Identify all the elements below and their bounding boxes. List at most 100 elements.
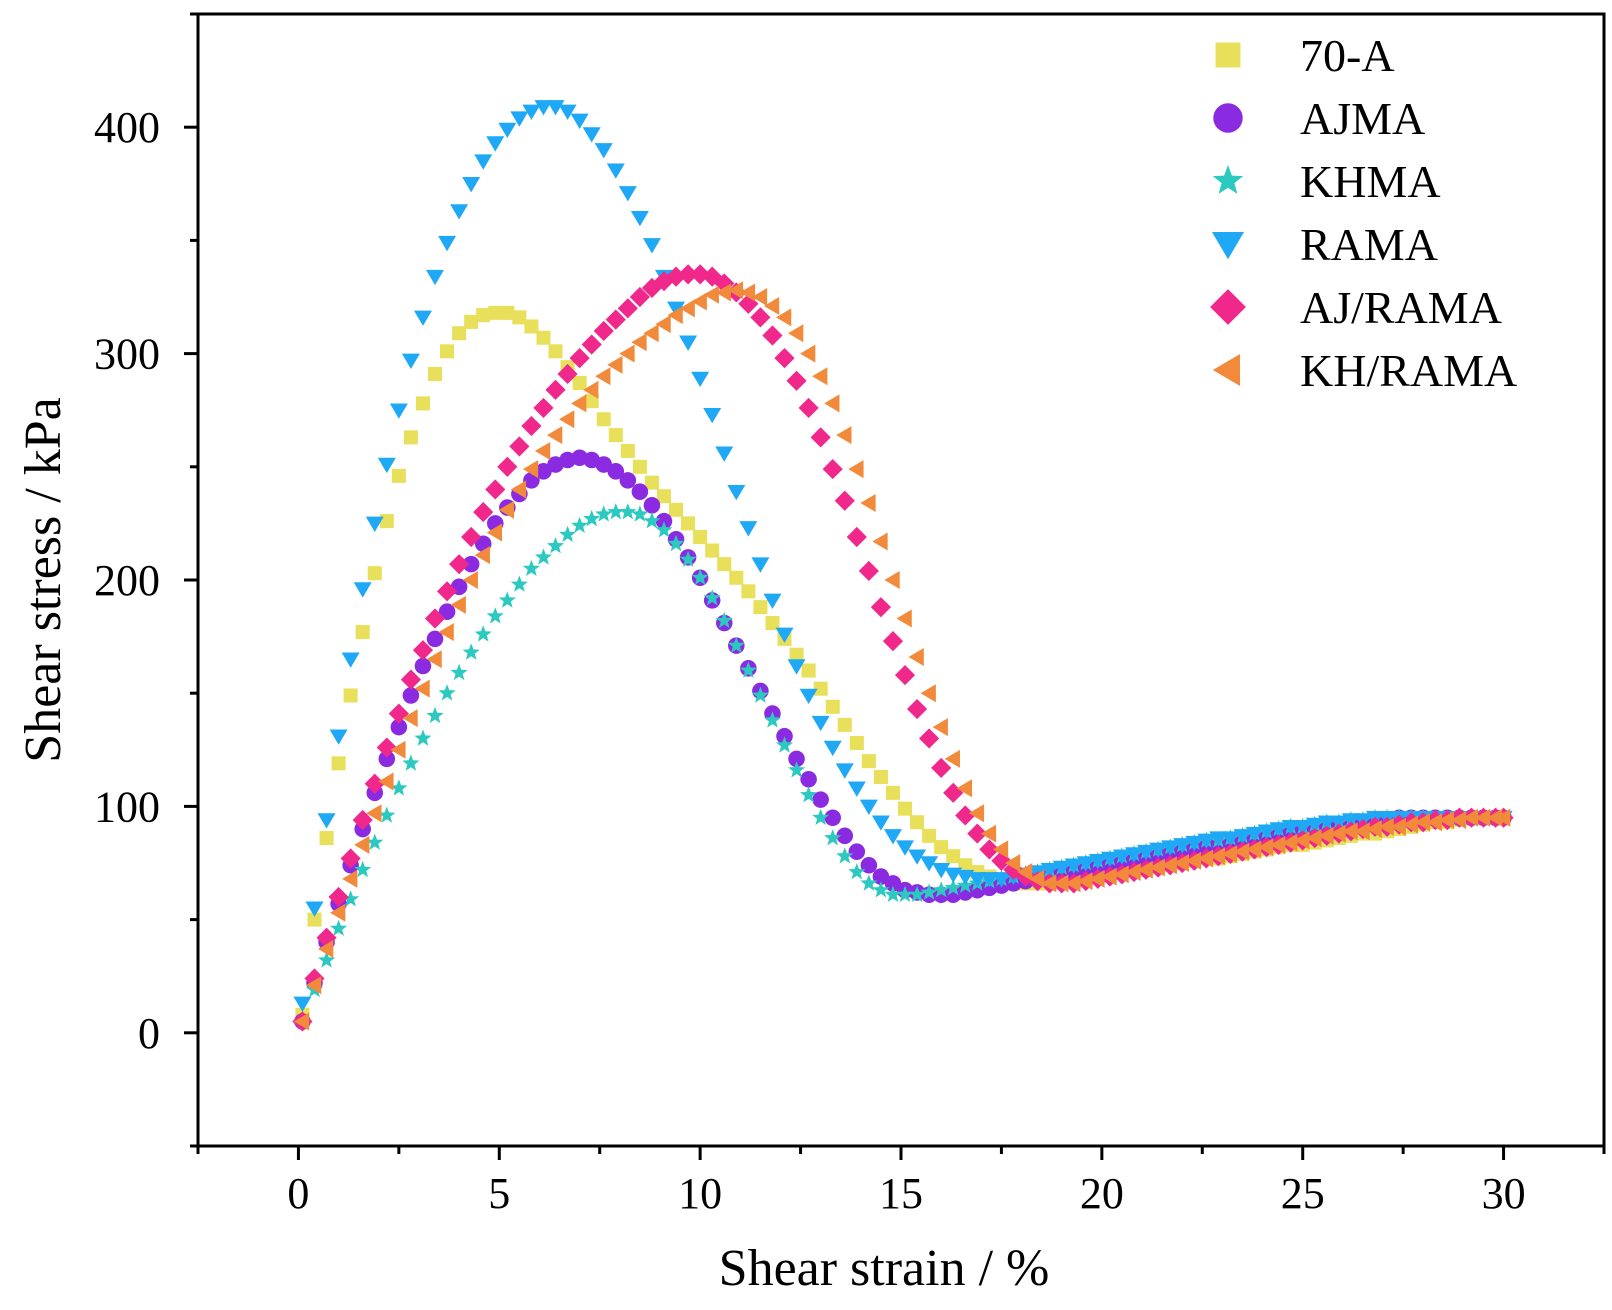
data-point [464,314,479,329]
data-point [461,526,482,548]
data-series [292,100,1514,1032]
data-point [558,104,577,120]
data-point [498,500,515,519]
legend-marker-circle [1213,103,1243,133]
data-point [593,320,614,342]
data-point [343,688,358,703]
legend-label: KH/RAMA [1300,345,1517,396]
data-point [897,801,913,816]
data-point [751,557,770,573]
data-point [1378,817,1394,836]
data-point [858,560,879,582]
data-point [595,367,611,386]
data-point [1366,820,1382,839]
data-point [1040,863,1059,879]
data-point [727,281,744,300]
data-point [665,266,687,287]
data-point [533,397,554,419]
data-point [436,581,458,602]
legend-item: AJMA [1213,93,1425,144]
data-point [412,640,434,661]
data-point [293,1012,310,1031]
data-point [1149,858,1165,877]
data-point [426,650,442,669]
data-point [678,264,699,285]
data-point [1124,847,1143,863]
data-point [1077,872,1093,891]
data-point [775,627,794,643]
data-point [535,463,552,480]
data-point [1245,840,1262,859]
data-point [1052,860,1071,877]
data-point [1197,849,1214,868]
data-point [619,503,637,520]
data-point [787,659,806,675]
data-point [547,537,565,554]
data-point [450,204,469,220]
data-point [595,456,613,473]
data-point [1354,822,1370,841]
data-point [1495,808,1511,827]
data-point [775,308,792,327]
data-point [655,315,671,334]
data-point [438,684,456,701]
data-point [377,457,396,474]
x-tick-label: 5 [488,1169,510,1218]
data-point [366,804,382,823]
data-point [931,757,952,778]
data-point [559,410,575,429]
data-point [1112,849,1131,865]
legend-item: RAMA [1212,219,1438,270]
x-tick-label: 25 [1281,1169,1325,1218]
data-point [715,446,734,462]
x-tick-label: 30 [1482,1169,1526,1218]
data-point [1209,831,1228,847]
data-point [559,525,577,542]
data-point [800,344,816,363]
data-point [837,717,852,732]
data-point [922,828,937,843]
data-point [364,773,385,794]
data-point [896,840,915,856]
data-point [691,292,707,311]
data-point [414,679,430,698]
data-point [810,427,831,448]
data-point [693,529,708,545]
data-point [391,468,406,483]
data-point [991,850,1012,871]
data-point [763,711,781,728]
data-point [293,996,312,1012]
data-point [1450,810,1467,829]
data-point [800,786,818,803]
data-point [980,872,999,888]
data-point [979,839,1000,860]
data-point [870,597,891,618]
data-point [884,571,900,589]
data-point [486,523,503,542]
legend-label: KHMA [1300,156,1441,207]
data-point [462,555,480,573]
data-point [872,881,890,898]
data-point [753,600,768,615]
data-point [548,344,563,359]
data-point [763,297,780,316]
data-point [825,699,840,714]
data-point [968,804,985,823]
data-point [1281,820,1300,836]
data-point [546,100,565,116]
data-point [486,607,504,624]
data-point [1305,817,1324,834]
data-point [1341,813,1360,829]
y-tick-label: 0 [138,1009,160,1058]
x-tick-label: 20 [1080,1169,1124,1218]
data-point [440,344,455,359]
data-point [631,333,647,352]
data-point [1100,851,1119,868]
data-point [570,113,589,129]
data-point [403,430,418,445]
data-point [534,441,551,460]
data-point [390,740,406,759]
